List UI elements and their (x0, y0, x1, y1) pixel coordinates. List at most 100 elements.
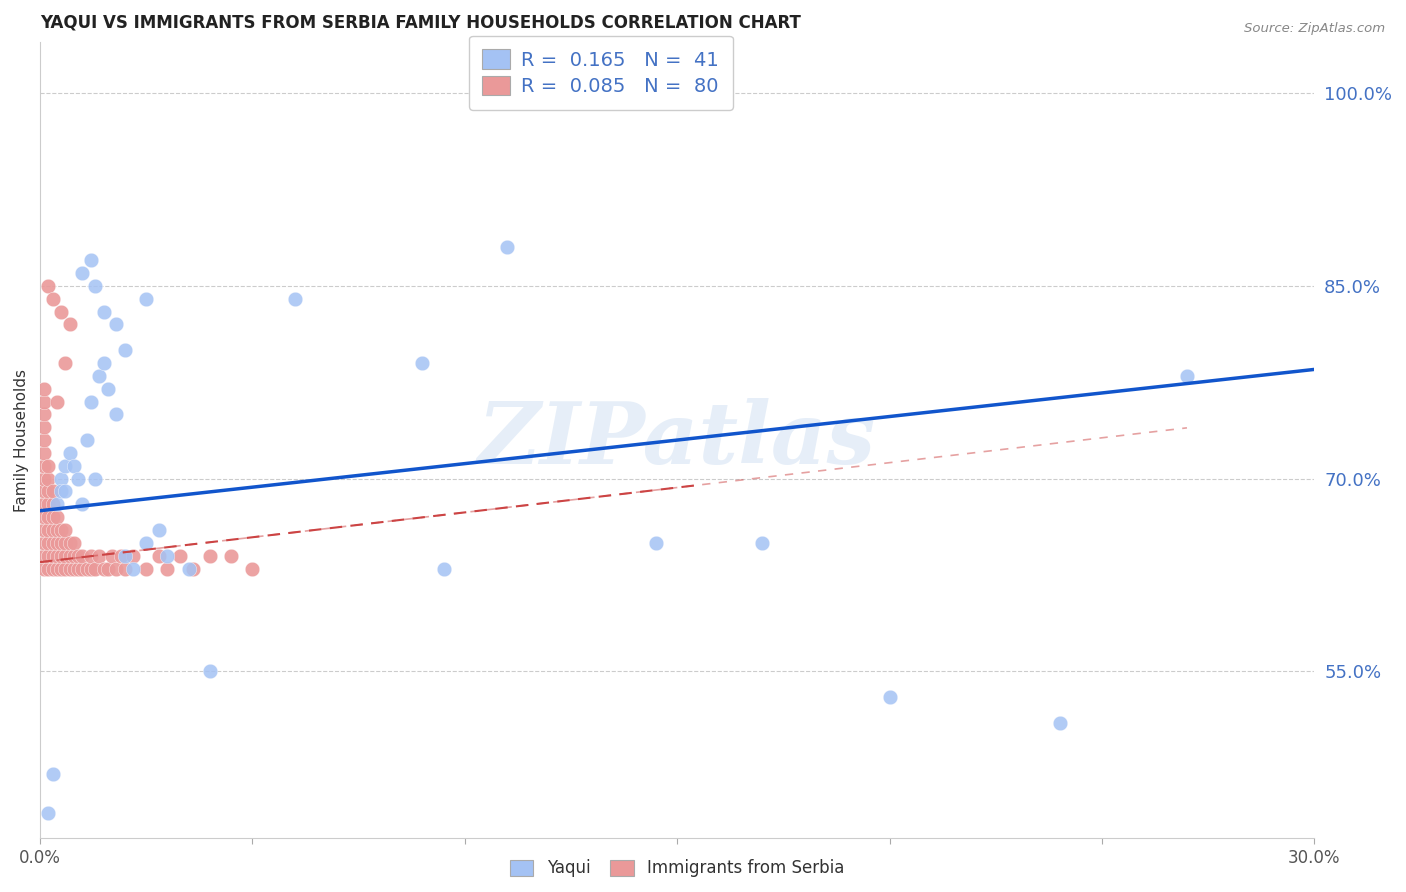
Point (105, 408, 128, 422)
Point (37, 497, 59, 511)
Point (37, 549, 59, 563)
Point (46, 510, 69, 524)
Point (32, 523, 55, 537)
Point (751, 536, 773, 550)
Point (37, 523, 59, 537)
Point (1175, 368, 1198, 383)
Point (32, 433, 55, 447)
Point (177, 561, 200, 575)
Point (32, 394, 55, 409)
Point (114, 343, 136, 358)
Point (93, 356, 115, 370)
Point (72, 266, 94, 280)
Point (46, 549, 69, 563)
Point (42, 561, 65, 575)
Point (76, 561, 98, 575)
Point (51, 536, 73, 550)
Point (55, 484, 77, 499)
Point (93, 304, 115, 318)
Point (32, 408, 55, 422)
Point (1049, 715, 1071, 730)
Point (135, 561, 157, 575)
Point (55, 561, 77, 575)
Point (46, 394, 69, 409)
Point (496, 240, 519, 254)
Point (42, 767, 65, 781)
Point (80, 549, 103, 563)
Point (59, 536, 82, 550)
Point (122, 561, 145, 575)
Point (63, 561, 86, 575)
Point (55, 356, 77, 370)
Point (59, 549, 82, 563)
Point (37, 484, 59, 499)
Point (32, 497, 55, 511)
Point (80, 253, 103, 268)
Point (42, 523, 65, 537)
Point (32, 382, 55, 396)
Point (76, 433, 98, 447)
Point (879, 690, 901, 704)
Point (46, 561, 69, 575)
Point (32, 446, 55, 460)
Point (93, 561, 115, 575)
Point (59, 318, 82, 332)
Point (84, 472, 107, 486)
Point (32, 536, 55, 550)
Point (37, 805, 59, 820)
Point (101, 549, 124, 563)
Point (156, 561, 179, 575)
Point (37, 279, 59, 293)
Point (32, 458, 55, 473)
Point (32, 484, 55, 499)
Point (67, 561, 90, 575)
Point (59, 446, 82, 460)
Point (32, 561, 55, 575)
Point (32, 549, 55, 563)
Y-axis label: Family Households: Family Households (14, 368, 30, 512)
Point (63, 458, 86, 473)
Point (148, 523, 170, 537)
Point (46, 536, 69, 550)
Point (42, 510, 65, 524)
Point (63, 549, 86, 563)
Point (67, 549, 90, 563)
Point (51, 472, 73, 486)
Point (411, 356, 433, 370)
Point (89, 549, 111, 563)
Point (42, 497, 65, 511)
Point (72, 497, 94, 511)
Point (42, 292, 65, 306)
Point (84, 561, 107, 575)
Text: YAQUI VS IMMIGRANTS FROM SERBIA FAMILY HOUSEHOLDS CORRELATION CHART: YAQUI VS IMMIGRANTS FROM SERBIA FAMILY H… (39, 14, 801, 32)
Point (51, 523, 73, 537)
Legend: Yaqui, Immigrants from Serbia: Yaqui, Immigrants from Serbia (502, 851, 852, 886)
Point (242, 561, 264, 575)
Point (63, 536, 86, 550)
Point (148, 549, 170, 563)
Point (105, 318, 128, 332)
Point (51, 484, 73, 499)
Point (122, 549, 145, 563)
Point (114, 549, 136, 563)
Point (198, 549, 221, 563)
Point (198, 665, 221, 679)
Point (55, 523, 77, 537)
Point (135, 536, 157, 550)
Point (97, 561, 120, 575)
Text: Source: ZipAtlas.com: Source: ZipAtlas.com (1244, 22, 1385, 36)
Point (37, 472, 59, 486)
Point (219, 549, 242, 563)
Point (42, 536, 65, 550)
Point (55, 549, 77, 563)
Point (114, 561, 136, 575)
Point (80, 394, 103, 409)
Point (55, 536, 77, 550)
Point (84, 279, 107, 293)
Point (432, 561, 454, 575)
Point (67, 472, 90, 486)
Point (42, 484, 65, 499)
Point (72, 549, 94, 563)
Point (72, 561, 94, 575)
Point (42, 549, 65, 563)
